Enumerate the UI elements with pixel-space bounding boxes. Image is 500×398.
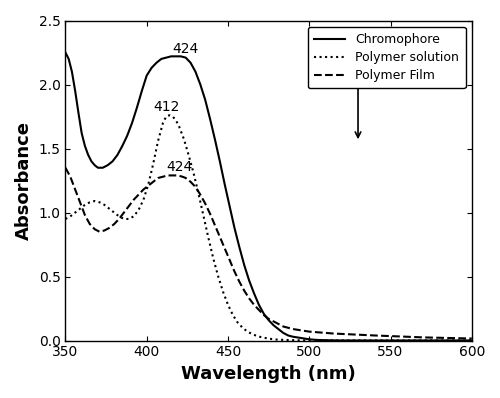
Polymer Film xyxy=(155,176,161,180)
Polymer solution xyxy=(469,338,475,343)
X-axis label: Wavelength (nm): Wavelength (nm) xyxy=(181,365,356,383)
Chromophore xyxy=(144,73,150,78)
Polymer solution xyxy=(155,139,161,143)
Text: 412: 412 xyxy=(153,100,180,114)
Chromophore xyxy=(339,338,345,343)
Polymer solution xyxy=(166,113,172,118)
Polymer Film xyxy=(202,201,208,206)
Polymer Film xyxy=(212,223,218,228)
Polymer solution xyxy=(111,210,117,215)
Polymer solution xyxy=(160,121,166,125)
Polymer Film xyxy=(270,319,276,324)
Chromophore xyxy=(182,55,188,60)
Chromophore xyxy=(298,336,304,340)
Polymer solution xyxy=(146,182,152,187)
Text: 424: 424 xyxy=(172,42,199,57)
Line: Polymer Film: Polymer Film xyxy=(66,168,472,339)
Polymer Film xyxy=(469,336,475,341)
Polymer solution xyxy=(240,326,246,330)
Polymer solution xyxy=(62,217,68,221)
Polymer solution xyxy=(306,338,312,343)
Line: Polymer solution: Polymer solution xyxy=(66,115,472,340)
Y-axis label: Absorbance: Absorbance xyxy=(15,121,33,240)
Polymer solution xyxy=(136,208,141,213)
Polymer Film xyxy=(62,165,68,170)
Line: Chromophore: Chromophore xyxy=(66,53,472,340)
Chromophore xyxy=(124,133,130,138)
Chromophore xyxy=(78,131,84,136)
Chromophore xyxy=(62,50,68,55)
Polymer Film xyxy=(146,183,152,188)
Text: 424: 424 xyxy=(166,160,192,174)
Chromophore xyxy=(404,338,410,343)
Polymer Film xyxy=(452,336,458,341)
Legend: Chromophore, Polymer solution, Polymer Film: Chromophore, Polymer solution, Polymer F… xyxy=(308,27,466,88)
Chromophore xyxy=(469,338,475,343)
